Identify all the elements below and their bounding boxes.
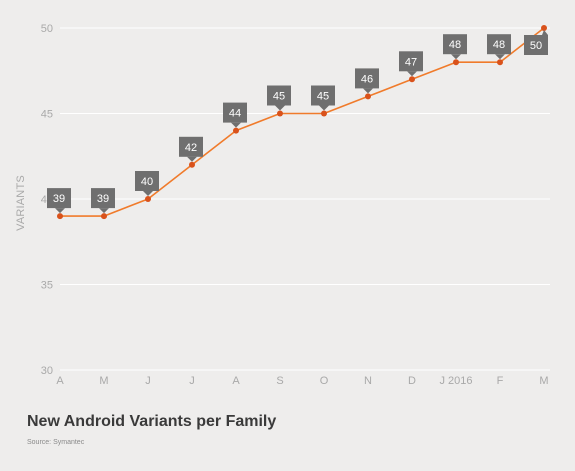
y-tick-label: 35: [41, 280, 53, 292]
data-label-pointer: [363, 88, 373, 94]
data-label: 45: [311, 85, 335, 111]
data-point: [277, 110, 283, 117]
series-line: [60, 27, 545, 217]
data-label-text: 48: [449, 39, 461, 51]
line-chart: 30 35 40 45 50 A M J J A S O N D J 2016 F M VARIANTS 39…: [15, 23, 550, 387]
data-point: [189, 161, 195, 168]
data-label: 39: [47, 188, 71, 214]
data-label-box: [487, 34, 511, 55]
data-point: [145, 196, 151, 202]
x-tick-label: J 2016: [439, 375, 472, 387]
x-tick-label: J: [189, 375, 195, 387]
data-label-text: 47: [405, 56, 417, 68]
data-label-text: 39: [53, 193, 65, 205]
x-tick-label: J: [145, 375, 151, 387]
data-labels: 39 39 40 42 44 45 45 46 47 48 48 50: [47, 30, 548, 214]
data-label-box: [443, 34, 467, 55]
data-label-box: [355, 68, 379, 89]
data-label: 45: [267, 85, 291, 111]
data-label-text: 46: [361, 73, 373, 85]
x-axis-ticks: A M J J A S O N D J 2016 F M: [56, 375, 548, 387]
x-tick-label: N: [364, 375, 372, 387]
y-axis-label: VARIANTS: [15, 175, 27, 231]
data-label-pointer: [319, 105, 329, 111]
y-tick-label: 30: [41, 365, 53, 377]
data-label-text: 40: [141, 176, 153, 188]
data-label-pointer: [495, 54, 505, 60]
x-tick-label: A: [56, 375, 64, 387]
data-label-text: 39: [97, 193, 109, 205]
data-label-box: [135, 171, 159, 191]
data-label-box: [223, 102, 247, 123]
data-label-pointer: [231, 122, 241, 128]
data-label: 44: [223, 102, 247, 128]
data-label: 50: [524, 30, 548, 55]
data-label-pointer: [275, 105, 285, 111]
data-points: [57, 25, 547, 220]
data-label-pointer: [407, 71, 417, 77]
x-tick-label: A: [232, 375, 240, 387]
x-tick-label: D: [408, 375, 416, 387]
series-line-path: [60, 27, 545, 217]
x-tick-label: S: [276, 375, 283, 387]
data-point: [365, 93, 371, 100]
data-label-box: [399, 51, 423, 72]
data-label: 48: [487, 34, 511, 60]
data-label: 42: [179, 136, 203, 162]
x-tick-label: O: [320, 375, 329, 387]
data-point: [321, 110, 327, 117]
data-label-box: [311, 85, 335, 106]
data-label-text: 48: [493, 39, 505, 51]
data-label: 39: [91, 188, 115, 214]
x-tick-label: F: [497, 375, 504, 387]
data-label-pointer: [451, 54, 461, 60]
data-label-pointer: [143, 191, 153, 196]
chart-title: New Android Variants per Family: [27, 413, 277, 430]
data-label-text: 42: [185, 142, 197, 154]
data-label: 46: [355, 68, 379, 94]
data-point: [233, 127, 239, 134]
data-label-box: [47, 188, 71, 209]
data-point: [541, 25, 547, 31]
x-tick-label: M: [539, 375, 548, 387]
data-point: [497, 59, 503, 66]
y-tick-label: 50: [41, 23, 53, 35]
data-label: 48: [443, 34, 467, 60]
data-label-box: [179, 136, 203, 157]
data-label-box: [267, 85, 291, 106]
data-label-text: 45: [273, 91, 285, 103]
x-tick-label: M: [99, 375, 108, 387]
y-tick-label: 45: [41, 109, 53, 121]
data-label-pointer: [55, 208, 65, 214]
data-label-text: 45: [317, 91, 329, 103]
data-label-box: [524, 35, 548, 55]
data-point: [409, 76, 415, 83]
data-label: 40: [135, 171, 159, 196]
data-label-pointer: [99, 208, 109, 214]
data-point: [57, 213, 63, 220]
data-label-pointer: [542, 30, 548, 35]
data-point: [101, 213, 107, 220]
gridlines: [60, 27, 550, 371]
data-point: [453, 59, 459, 66]
data-label-text: 44: [229, 108, 241, 120]
data-label-pointer: [187, 156, 197, 162]
data-label-text: 50: [530, 40, 542, 52]
data-label: 47: [399, 51, 423, 77]
chart-source: Source: Symantec: [27, 439, 85, 446]
data-label-box: [91, 188, 115, 209]
